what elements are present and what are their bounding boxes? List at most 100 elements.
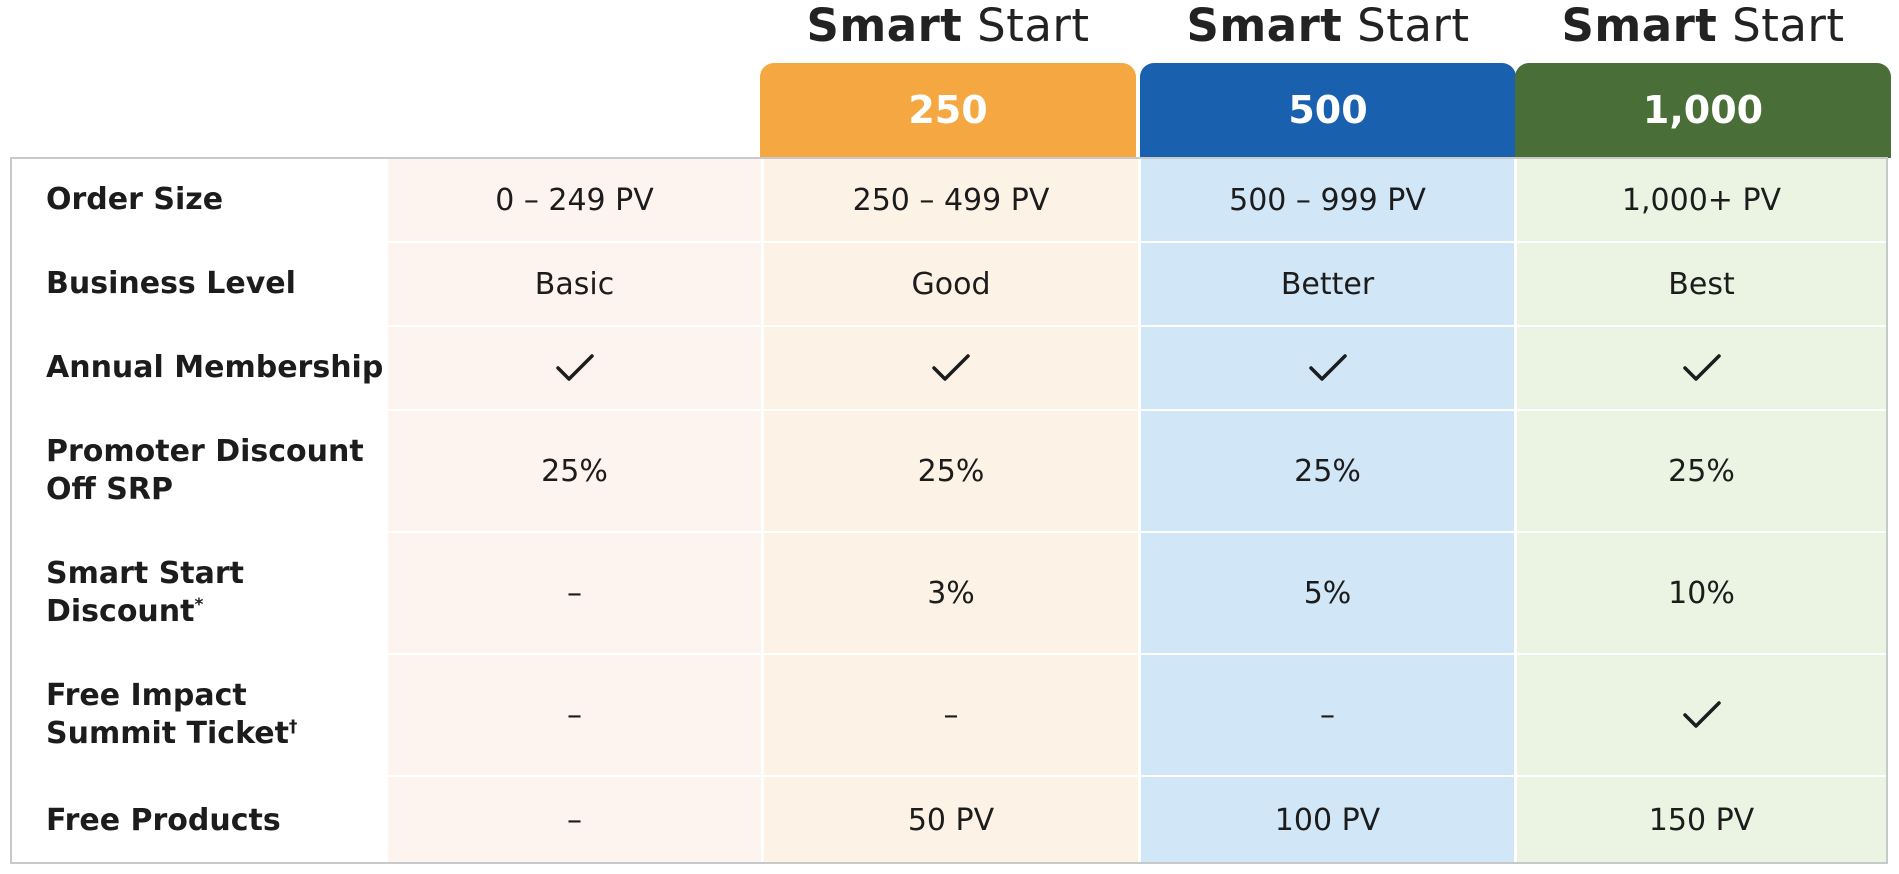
column-basic-background bbox=[388, 159, 761, 862]
cell-value: 500 – 999 PV bbox=[1229, 182, 1426, 218]
footnote-mark: † bbox=[288, 717, 298, 737]
cell-basic: 0 – 249 PV bbox=[388, 159, 761, 241]
cell-500: Better bbox=[1141, 243, 1514, 325]
row-label: Free Products bbox=[46, 777, 386, 862]
cell-value: 100 PV bbox=[1274, 803, 1381, 838]
cell-value: Best bbox=[1668, 266, 1735, 302]
brand-word-light: Start bbox=[1732, 0, 1845, 52]
cell-1000: Best bbox=[1517, 243, 1886, 325]
plan-header-250: Smart Start 250 bbox=[760, 0, 1136, 158]
cell-value: – bbox=[1320, 697, 1335, 733]
cell-value: 10% bbox=[1668, 575, 1735, 611]
row-divider bbox=[388, 531, 1886, 533]
cell-250 bbox=[764, 327, 1138, 409]
cell-500: 25% bbox=[1141, 411, 1514, 531]
row-divider bbox=[388, 241, 1886, 243]
row-divider bbox=[388, 775, 1886, 777]
cell-value: 25% bbox=[917, 453, 985, 489]
cell-basic: 25% bbox=[388, 411, 761, 531]
row-label: Annual Membership bbox=[46, 327, 386, 409]
row-label: Promoter Discount Off SRP bbox=[46, 411, 386, 531]
row-divider bbox=[388, 653, 1886, 655]
column-1000-background bbox=[1517, 159, 1886, 862]
cell-basic: – bbox=[388, 777, 761, 862]
cell-value: 25% bbox=[1294, 453, 1361, 489]
plan-brand: Smart Start bbox=[760, 0, 1136, 58]
cell-value: 50 PV bbox=[907, 803, 995, 838]
cell-500 bbox=[1141, 327, 1514, 409]
brand-word-bold: Smart bbox=[806, 0, 963, 52]
cell-250: 25% bbox=[764, 411, 1138, 531]
column-500-background bbox=[1141, 159, 1514, 862]
check-icon bbox=[555, 352, 595, 384]
cell-value: 25% bbox=[1668, 453, 1735, 489]
check-icon bbox=[1308, 352, 1348, 384]
cell-500: 5% bbox=[1141, 533, 1514, 653]
cell-250: 250 – 499 PV bbox=[764, 159, 1138, 241]
row-divider bbox=[388, 409, 1886, 411]
row-label-line: Smart Start bbox=[46, 556, 245, 591]
plan-brand: Smart Start bbox=[1140, 0, 1516, 58]
plan-brand: Smart Start bbox=[1515, 0, 1891, 58]
comparison-table: Order Size 0 – 249 PV 250 – 499 PV 500 – 99… bbox=[10, 157, 1888, 864]
row-label: Free Impact Summit Ticket† bbox=[46, 655, 386, 775]
cell-value: – bbox=[567, 803, 582, 838]
cell-value: – bbox=[943, 697, 959, 733]
plan-header-500: Smart Start 500 bbox=[1140, 0, 1516, 158]
cell-250: Good bbox=[764, 243, 1138, 325]
row-label-line: Summit Ticket bbox=[46, 716, 289, 751]
column-divider bbox=[761, 159, 764, 862]
row-label: Smart Start Discount* bbox=[46, 533, 386, 653]
cell-250: – bbox=[764, 655, 1138, 775]
check-icon bbox=[1682, 699, 1722, 731]
row-label-line: Discount bbox=[46, 594, 195, 629]
cell-value: Better bbox=[1280, 266, 1375, 302]
brand-word-bold: Smart bbox=[1186, 0, 1343, 52]
cell-value: 250 – 499 PV bbox=[852, 182, 1050, 218]
cell-1000 bbox=[1517, 327, 1886, 409]
cell-1000: 150 PV bbox=[1517, 777, 1886, 862]
cell-basic: – bbox=[388, 655, 761, 775]
cell-basic: Basic bbox=[388, 243, 761, 325]
cell-value: Good bbox=[911, 266, 991, 302]
check-icon bbox=[1682, 352, 1722, 384]
cell-1000: 10% bbox=[1517, 533, 1886, 653]
cell-1000 bbox=[1517, 655, 1886, 775]
plan-tab-250: 250 bbox=[760, 63, 1136, 158]
cell-value: 3% bbox=[927, 575, 975, 611]
cell-500: 500 – 999 PV bbox=[1141, 159, 1514, 241]
cell-1000: 1,000+ PV bbox=[1517, 159, 1886, 241]
row-label-line: Annual Membership bbox=[46, 350, 384, 385]
brand-word-light: Start bbox=[1357, 0, 1470, 52]
check-icon bbox=[931, 352, 971, 384]
cell-250: 50 PV bbox=[764, 777, 1138, 862]
cell-500: – bbox=[1141, 655, 1514, 775]
cell-value: 5% bbox=[1303, 575, 1352, 611]
cell-value: – bbox=[567, 575, 582, 611]
row-label-line: Order Size bbox=[46, 182, 224, 217]
row-label-line: Off SRP bbox=[46, 472, 173, 507]
footnote-mark: * bbox=[194, 595, 204, 615]
cell-basic bbox=[388, 327, 761, 409]
row-label: Order Size bbox=[46, 159, 386, 241]
row-label-line: Free Products bbox=[46, 802, 281, 838]
row-divider bbox=[388, 325, 1886, 327]
column-250-background bbox=[764, 159, 1138, 862]
row-label-line: Business Level bbox=[46, 266, 296, 301]
cell-value: Basic bbox=[534, 266, 615, 302]
row-label-line: Promoter Discount bbox=[46, 434, 364, 469]
cell-250: 3% bbox=[764, 533, 1138, 653]
column-divider bbox=[1138, 159, 1141, 862]
cell-value: – bbox=[567, 697, 582, 733]
cell-value: 25% bbox=[541, 453, 608, 489]
column-divider bbox=[1514, 159, 1517, 862]
brand-word-light: Start bbox=[977, 0, 1090, 52]
brand-word-bold: Smart bbox=[1561, 0, 1718, 52]
plan-tab-500: 500 bbox=[1140, 63, 1516, 158]
cell-basic: – bbox=[388, 533, 761, 653]
row-label: Business Level bbox=[46, 243, 386, 325]
cell-1000: 25% bbox=[1517, 411, 1886, 531]
cell-value: 1,000+ PV bbox=[1621, 182, 1782, 218]
cell-500: 100 PV bbox=[1141, 777, 1514, 862]
